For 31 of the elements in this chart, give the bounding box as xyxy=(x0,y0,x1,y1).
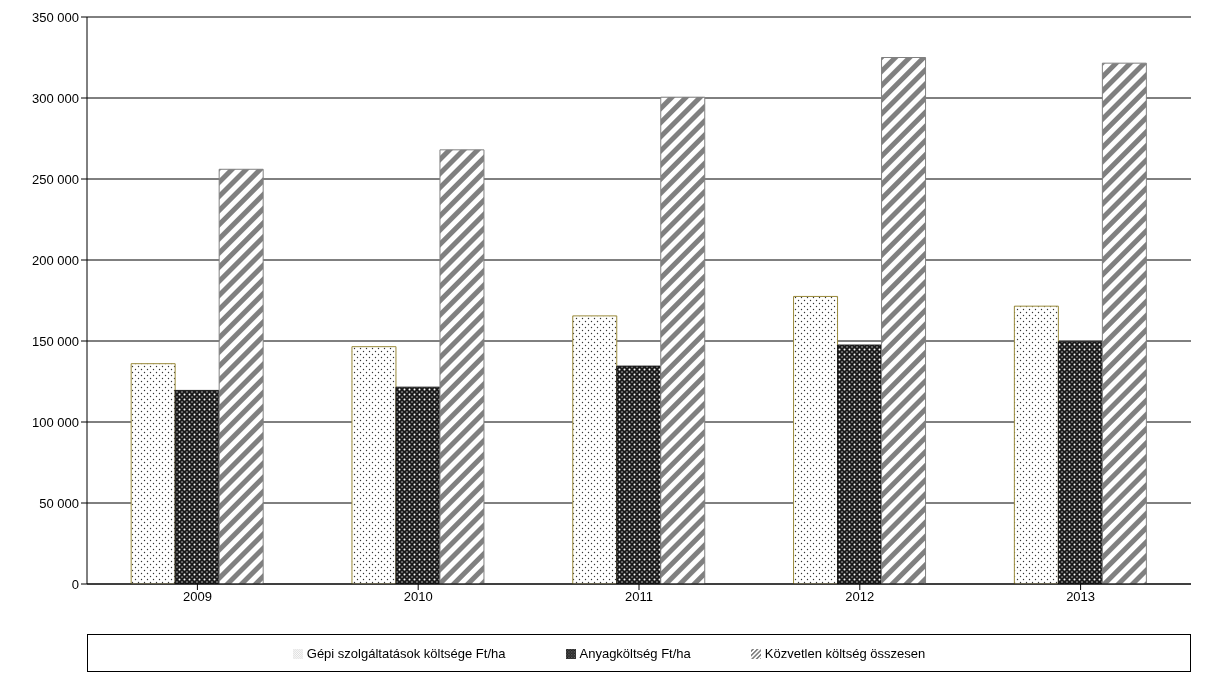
bar xyxy=(660,96,706,584)
x-tick-label: 2009 xyxy=(182,589,212,605)
y-tick-label: 100 000 xyxy=(32,414,79,430)
x-tick-label: 2011 xyxy=(625,589,653,605)
bar xyxy=(793,295,839,584)
legend-label: Közvetlen költség összesen xyxy=(764,646,926,661)
x-tick-label: 2013 xyxy=(1066,589,1096,605)
bar xyxy=(1101,62,1147,584)
bar xyxy=(351,346,397,584)
bar xyxy=(218,168,264,584)
bar xyxy=(572,315,618,584)
y-tick-label: 200 000 xyxy=(32,252,79,268)
legend-label: Gépi szolgáltatások költsége Ft/ha xyxy=(306,646,506,661)
bar xyxy=(616,365,662,584)
y-tick-label: 250 000 xyxy=(32,171,79,187)
bar xyxy=(439,149,485,584)
y-tick-label: 150 000 xyxy=(32,333,79,349)
bar xyxy=(837,344,883,584)
legend-label: Anyagköltség Ft/ha xyxy=(579,646,691,661)
bar xyxy=(174,389,220,584)
y-tick-label: 300 000 xyxy=(32,90,79,106)
x-tick-label: 2012 xyxy=(845,589,875,605)
bar xyxy=(395,386,441,584)
bar xyxy=(881,57,927,584)
y-tick-label: 50 000 xyxy=(39,495,79,511)
x-tick-label: 2010 xyxy=(403,589,433,605)
bar xyxy=(130,363,176,584)
bar xyxy=(1013,305,1059,584)
y-tick-label: 350 000 xyxy=(32,9,79,25)
y-tick-label: 0 xyxy=(71,576,79,592)
bar xyxy=(1057,341,1103,584)
